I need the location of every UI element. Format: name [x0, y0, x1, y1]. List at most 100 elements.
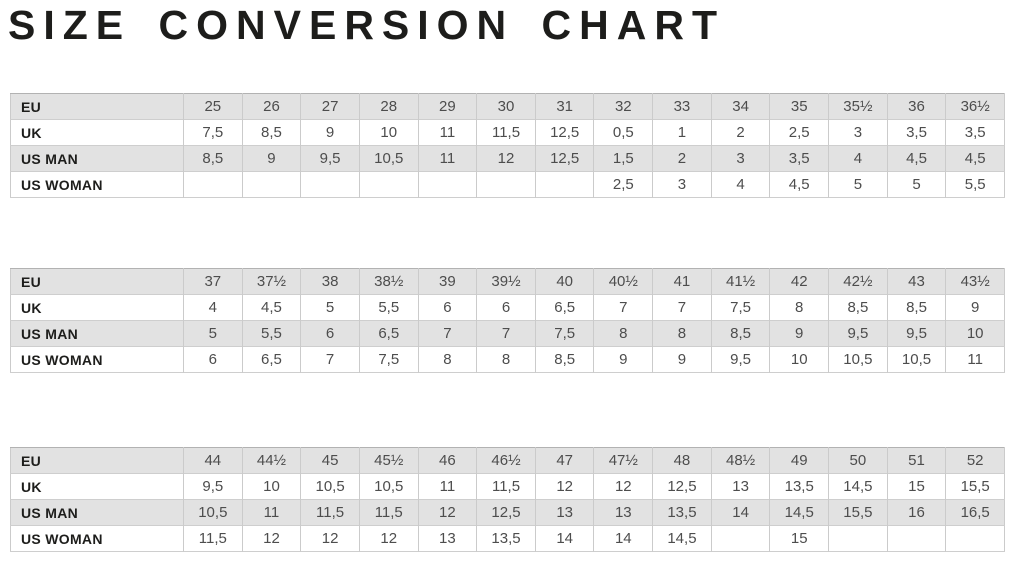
row-label: UK [10, 473, 184, 500]
size-cell: 8,5 [241, 119, 301, 146]
size-cell: 2,5 [593, 171, 653, 198]
size-cell: 13 [417, 525, 477, 552]
size-cell: 3,5 [945, 119, 1005, 146]
size-cell: 42 [769, 268, 829, 295]
size-cell: 32 [593, 93, 653, 120]
size-cell: 48 [652, 447, 712, 474]
size-cell: 13 [710, 473, 770, 500]
size-cell: 11 [945, 346, 1005, 373]
row-label: EU [10, 93, 184, 120]
size-cell: 39½ [476, 268, 536, 295]
size-cell: 39 [417, 268, 477, 295]
row-label: US MAN [10, 320, 184, 347]
size-cell: 9,5 [710, 346, 770, 373]
size-cell: 5 [183, 320, 243, 347]
size-cell: 6 [476, 294, 536, 321]
size-cell: 9 [652, 346, 712, 373]
size-cell: 10 [769, 346, 829, 373]
size-cell: 2 [652, 145, 712, 172]
size-cell: 11 [417, 119, 477, 146]
size-cell: 8,5 [886, 294, 946, 321]
size-cell: 8,5 [183, 145, 243, 172]
size-cell: 9 [241, 145, 301, 172]
table-row-uk: UK 9,5 10 10,5 10,5 11 11,5 12 12 12,5 13 13,5 14,5 1… [10, 473, 1005, 500]
size-cell: 5,5 [358, 294, 419, 321]
row-label: US MAN [10, 145, 184, 172]
table-row-us-man: US MAN 5 5,5 6 6,5 7 7 7,5 8 8 8,5 9 9,5 9,5 10 [10, 320, 1005, 347]
size-cell: 4,5 [241, 294, 301, 321]
size-cell: 43 [886, 268, 946, 295]
size-cell: 2 [710, 119, 770, 146]
row-label: UK [10, 294, 184, 321]
size-cell: 4 [828, 145, 888, 172]
size-cell: 47½ [593, 447, 653, 474]
size-cell: 10,5 [828, 346, 888, 373]
size-cell: 29 [417, 93, 477, 120]
size-cell: 37½ [241, 268, 301, 295]
size-cell: 2,5 [769, 119, 829, 146]
size-cell: 8,5 [828, 294, 888, 321]
size-cell: 26 [241, 93, 301, 120]
size-cell: 49 [769, 447, 829, 474]
size-cell: 9,5 [300, 145, 360, 172]
size-cell: 38 [300, 268, 360, 295]
size-cell: 10 [358, 119, 419, 146]
size-cell: 8 [769, 294, 829, 321]
size-cell: 13,5 [652, 499, 712, 526]
size-cell: 45 [300, 447, 360, 474]
size-cell: 43½ [945, 268, 1005, 295]
size-cell: 6,5 [534, 294, 594, 321]
table-row-us-woman: US WOMAN 6 6,5 7 7,5 8 8 8,5 9 9 9,5 10 10,5 10,5 11 [10, 346, 1005, 373]
size-cell: 48½ [710, 447, 770, 474]
size-cell: 50 [828, 447, 888, 474]
size-cell [358, 171, 419, 198]
size-cell: 7,5 [710, 294, 770, 321]
size-table: EU 37 37½ 38 38½ 39 39½ 40 40½ 41 41½ 42 42½ 43 43½ UK 4… [10, 268, 1005, 373]
size-cell: 52 [945, 447, 1005, 474]
size-cell: 1 [652, 119, 712, 146]
size-cell: 44 [183, 447, 243, 474]
size-cell: 36 [886, 93, 946, 120]
size-cell: 10 [241, 473, 301, 500]
size-cell: 16,5 [945, 499, 1005, 526]
size-cell: 6 [183, 346, 243, 373]
table-row-eu: EU 37 37½ 38 38½ 39 39½ 40 40½ 41 41½ 42 42½ 43 43½ [10, 268, 1005, 295]
size-cell: 3 [652, 171, 712, 198]
size-cell: 14,5 [828, 473, 888, 500]
size-table-section-2: EU 37 37½ 38 38½ 39 39½ 40 40½ 41 41½ 42 42½ 43 43½ UK 4… [10, 268, 1005, 373]
size-cell: 35 [769, 93, 829, 120]
row-label: US WOMAN [10, 171, 184, 198]
size-cell: 27 [300, 93, 360, 120]
size-cell: 11,5 [476, 473, 536, 500]
size-cell [534, 171, 594, 198]
size-cell: 8 [476, 346, 536, 373]
size-cell: 5 [828, 171, 888, 198]
size-cell: 30 [476, 93, 536, 120]
size-cell: 11,5 [358, 499, 419, 526]
size-cell: 10,5 [886, 346, 946, 373]
size-cell: 46 [417, 447, 477, 474]
size-cell: 8 [652, 320, 712, 347]
size-cell: 31 [534, 93, 594, 120]
size-cell: 3 [710, 145, 770, 172]
size-cell: 36½ [945, 93, 1005, 120]
size-cell [300, 171, 360, 198]
size-cell: 46½ [476, 447, 536, 474]
size-cell [945, 525, 1005, 552]
size-cell: 9 [593, 346, 653, 373]
size-cell: 12,5 [652, 473, 712, 500]
size-cell: 9 [945, 294, 1005, 321]
size-cell: 6,5 [241, 346, 301, 373]
size-table: EU 25 26 27 28 29 30 31 32 33 34 35 35½ 36 36½ UK 7,5 8,5… [10, 93, 1005, 198]
size-table-section-1: EU 25 26 27 28 29 30 31 32 33 34 35 35½ 36 36½ UK 7,5 8,5… [10, 93, 1005, 198]
size-cell: 28 [358, 93, 419, 120]
size-cell: 5,5 [241, 320, 301, 347]
size-cell: 7,5 [183, 119, 243, 146]
size-cell: 4,5 [769, 171, 829, 198]
size-cell: 11,5 [183, 525, 243, 552]
size-cell: 13,5 [769, 473, 829, 500]
size-cell: 9,5 [183, 473, 243, 500]
size-cell: 12,5 [476, 499, 536, 526]
size-cell: 51 [886, 447, 946, 474]
